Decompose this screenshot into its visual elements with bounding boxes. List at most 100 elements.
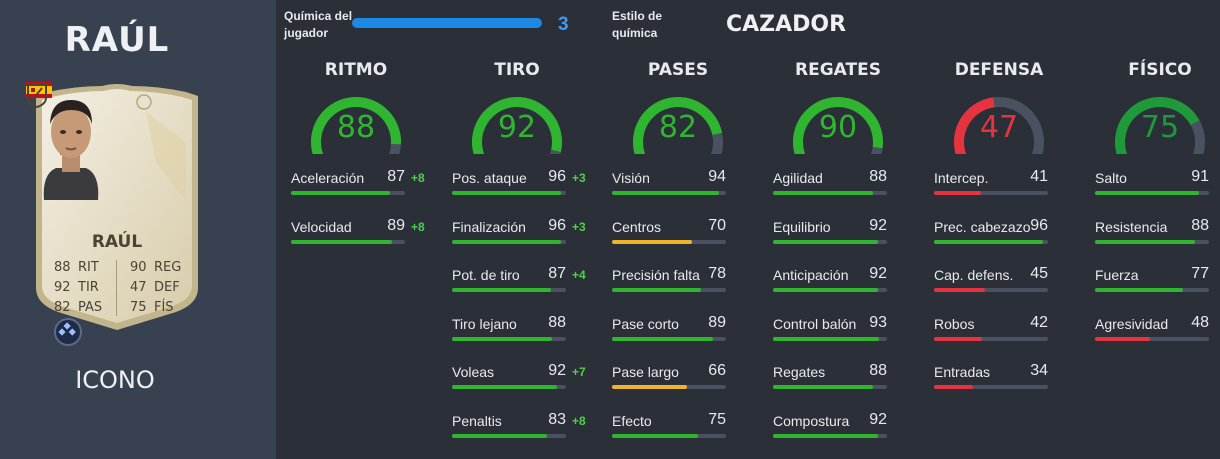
- category-pases: PASES 82: [613, 60, 743, 154]
- attribute-bar-fill: [612, 239, 692, 244]
- attribute-value: 66: [708, 362, 726, 379]
- card-stat-label: PAS: [78, 300, 103, 315]
- attribute-bar-fill: [452, 191, 562, 195]
- category-title: REGATES: [795, 60, 881, 80]
- attribute-row: Pot. de tiro 87 +4: [452, 263, 602, 312]
- chemistry-label: Química del jugador: [284, 9, 353, 40]
- attribute-bar: [773, 239, 887, 244]
- attribute-bar-fill: [452, 385, 557, 389]
- attribute-bar: [612, 385, 726, 389]
- attribute-label: Compostura: [773, 412, 850, 429]
- gauge-arc-icon: [472, 97, 562, 154]
- card-stat-value: 90: [130, 260, 147, 275]
- category-gauge: 75: [1112, 94, 1208, 154]
- category-title: PASES: [647, 60, 709, 80]
- attribute-bar: [934, 239, 1048, 244]
- attribute-bar-fill: [934, 385, 973, 389]
- attribute-label: Agilidad: [773, 170, 823, 186]
- card-stat-value: 88: [54, 260, 71, 275]
- attribute-label: Cap. defens.: [934, 267, 1014, 283]
- attribute-bar-fill: [612, 336, 714, 341]
- attribute-bar-fill: [934, 239, 1044, 244]
- attribute-row: Pase corto 89: [612, 312, 762, 361]
- attribute-bar-fill: [1095, 288, 1183, 292]
- gauge-fill: [1115, 97, 1200, 154]
- attribute-label: Anticipación: [773, 267, 849, 283]
- card-stat-label: DEF: [154, 280, 180, 295]
- category-value: 75: [1140, 110, 1180, 145]
- attribute-bar: [291, 239, 405, 244]
- card-stat-value: 82: [54, 300, 71, 315]
- player-name: RAÚL: [64, 20, 170, 60]
- gauge-arc-icon: [954, 97, 1044, 154]
- attribute-list: Agilidad 88 Equilibrio 92 Anticipación 92 Cont…: [773, 166, 923, 457]
- card-stat-value: 47: [130, 280, 147, 295]
- attribute-value: 42: [1030, 313, 1048, 331]
- attribute-label: Voleas: [452, 364, 495, 380]
- category-gauge: 88: [308, 94, 404, 154]
- card-stat-label: RIT: [78, 260, 99, 275]
- attribute-label: Fuerza: [1095, 267, 1139, 283]
- gauge-fill: [311, 97, 401, 154]
- attribute-bar: [934, 288, 1048, 292]
- attribute-bar-fill: [612, 385, 688, 389]
- attribute-value: 45: [1030, 265, 1048, 282]
- attribute-bar-fill: [773, 191, 874, 195]
- category-value: 47: [979, 110, 1019, 145]
- attribute-bar: [612, 288, 726, 292]
- attribute-label: Resistencia: [1095, 218, 1168, 235]
- player-card[interactable]: 92 DC RAÚL 88 RIT 92 TIR 82 PAS 90 REG: [26, 82, 208, 332]
- gauge-arc-icon: [793, 97, 883, 154]
- attribute-bar: [1095, 336, 1209, 341]
- attribute-row: Pase largo 66: [612, 360, 762, 409]
- attribute-bar-fill: [934, 336, 982, 341]
- card-type-label: ICONO: [75, 366, 155, 394]
- club-badge-icon: [27, 83, 47, 108]
- attribute-bar: [452, 336, 566, 341]
- category-gauge: 82: [630, 94, 726, 154]
- card-divider: [116, 260, 117, 316]
- attribute-bar: [934, 336, 1048, 341]
- attribute-bar-fill: [773, 336, 880, 341]
- chemistry-style-icon: [54, 318, 82, 346]
- attribute-list: Aceleración 87 +8 Velocidad 89 +8: [291, 166, 441, 263]
- card-player-name: RAÚL: [91, 232, 143, 252]
- attribute-bonus: +8: [411, 171, 425, 185]
- attribute-value: 92: [869, 265, 887, 282]
- attribute-label: Entradas: [934, 364, 991, 380]
- attribute-row: Equilibrio 92: [773, 215, 923, 264]
- attribute-row: Centros 70: [612, 215, 762, 264]
- attribute-value: 41: [1030, 168, 1048, 185]
- attribute-bar: [773, 336, 887, 341]
- attribute-bar: [934, 191, 1048, 195]
- attribute-label: Robos: [934, 315, 975, 332]
- gauge-fill: [954, 97, 995, 154]
- gauge-arc-icon: [1115, 97, 1205, 154]
- attribute-bar-fill: [934, 191, 981, 195]
- attribute-label: Centros: [612, 218, 662, 235]
- attribute-label: Pos. ataque: [452, 170, 527, 186]
- attribute-bar: [452, 385, 566, 389]
- attribute-label: Penaltis: [452, 412, 502, 429]
- attribute-label: Prec. cabezazo: [934, 218, 1031, 235]
- attribute-row: Robos 42: [934, 312, 1084, 361]
- attribute-row: Voleas 92 +7: [452, 360, 602, 409]
- attribute-value: 91: [1191, 168, 1209, 185]
- chem-style-label: Estilo de química: [612, 9, 663, 40]
- attribute-row: Fuerza 77: [1095, 263, 1220, 312]
- category-tiro: TIRO 92: [452, 60, 582, 154]
- attribute-bar-fill: [773, 433, 878, 438]
- category-value: 88: [336, 110, 376, 145]
- attribute-row: Efecto 75: [612, 409, 762, 458]
- gauge-fill: [633, 97, 723, 154]
- attribute-bar: [773, 385, 887, 389]
- category-title: TIRO: [494, 60, 540, 80]
- attribute-bar: [934, 385, 1048, 389]
- attribute-bar: [1095, 191, 1209, 195]
- gauge-arc-icon: [311, 97, 401, 154]
- attribute-bonus: +8: [572, 413, 586, 428]
- attribute-row: Anticipación 92: [773, 263, 923, 312]
- attribute-bar-fill: [291, 239, 393, 244]
- attribute-label: Pot. de tiro: [452, 267, 520, 283]
- attribute-list: Pos. ataque 96 +3 Finalización 96 +3 Pot. de t…: [452, 166, 602, 457]
